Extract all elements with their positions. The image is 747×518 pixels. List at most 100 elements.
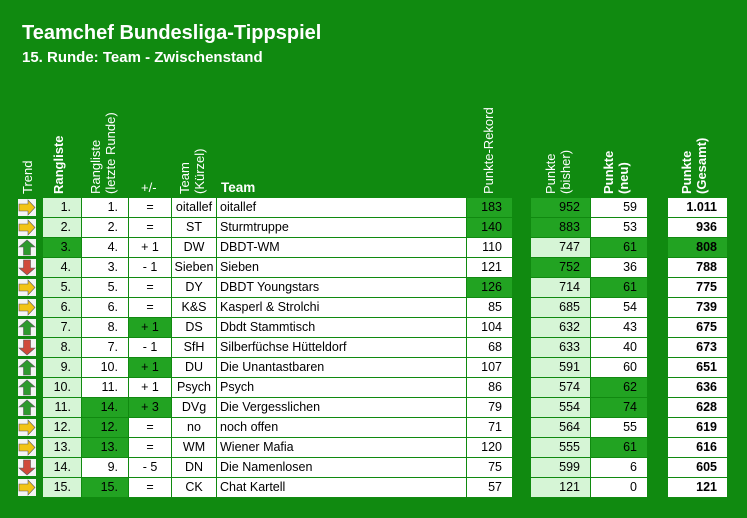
- cell-neu: 61: [591, 438, 647, 457]
- cell-team: noch offen: [217, 418, 466, 437]
- cell-rank: 6.: [43, 298, 81, 317]
- cell-rekord: 140: [467, 218, 512, 237]
- cell-pm: - 5: [129, 458, 171, 477]
- table-row: 15. 15. = CK Chat Kartell 57 121 0 121: [0, 478, 747, 497]
- cell-bisher: 752: [531, 258, 590, 277]
- cell-short: DVg: [172, 398, 216, 417]
- table-row: 13. 13. = WM Wiener Mafia 120 555 61 616: [0, 438, 747, 457]
- cell-neu: 53: [591, 218, 647, 237]
- cell-pm: =: [129, 298, 171, 317]
- header-punkte-bisher-line2: (bisher): [558, 149, 573, 194]
- header-rangliste-letzte-line1: Rangliste: [88, 139, 103, 194]
- cell-gesamt: 675: [668, 318, 727, 337]
- cell-last: 10.: [82, 358, 128, 377]
- header-punkte-bisher: Punkte (bisher): [543, 150, 573, 194]
- cell-team: DBDT Youngstars: [217, 278, 466, 297]
- cell-team: Psych: [217, 378, 466, 397]
- cell-rank: 1.: [43, 198, 81, 217]
- arrow-right-icon: [18, 299, 36, 316]
- cell-rekord: 120: [467, 438, 512, 457]
- cell-bisher: 685: [531, 298, 590, 317]
- cell-rank: 3.: [43, 238, 81, 257]
- cell-pm: =: [129, 478, 171, 497]
- cell-team: Silberfüchse Hütteldorf: [217, 338, 466, 357]
- arrow-up-icon: [18, 319, 36, 336]
- cell-neu: 74: [591, 398, 647, 417]
- arrow-up-icon: [18, 239, 36, 256]
- cell-gesamt: 775: [668, 278, 727, 297]
- table-row: 9. 10. + 1 DU Die Unantastbaren 107 591 60 651: [0, 358, 747, 377]
- cell-bisher: 747: [531, 238, 590, 257]
- cell-gesamt: 628: [668, 398, 727, 417]
- cell-last: 14.: [82, 398, 128, 417]
- cell-neu: 0: [591, 478, 647, 497]
- cell-neu: 6: [591, 458, 647, 477]
- cell-team: oitallef: [217, 198, 466, 217]
- cell-last: 4.: [82, 238, 128, 257]
- header-team-kuerzel-line2: (Kürzel): [192, 148, 207, 194]
- cell-bisher: 883: [531, 218, 590, 237]
- cell-gesamt: 619: [668, 418, 727, 437]
- cell-bisher: 599: [531, 458, 590, 477]
- cell-last: 3.: [82, 258, 128, 277]
- cell-short: DU: [172, 358, 216, 377]
- table-row: 4. 3. - 1 Sieben Sieben 121 752 36 788: [0, 258, 747, 277]
- cell-pm: =: [129, 438, 171, 457]
- cell-short: DN: [172, 458, 216, 477]
- cell-pm: =: [129, 218, 171, 237]
- cell-rank: 12.: [43, 418, 81, 437]
- table-row: 7. 8. + 1 DS Dbdt Stammtisch 104 632 43 675: [0, 318, 747, 337]
- cell-neu: 61: [591, 278, 647, 297]
- cell-team: Dbdt Stammtisch: [217, 318, 466, 337]
- cell-last: 15.: [82, 478, 128, 497]
- cell-short: SfH: [172, 338, 216, 357]
- page-subtitle: 15. Runde: Team - Zwischenstand: [22, 49, 263, 66]
- cell-gesamt: 651: [668, 358, 727, 377]
- table-row: 11. 14. + 3 DVg Die Vergesslichen 79 554 74 628: [0, 398, 747, 417]
- cell-gesamt: 673: [668, 338, 727, 357]
- header-punkte-rekord: Punkte-Rekord: [481, 107, 496, 194]
- cell-rekord: 57: [467, 478, 512, 497]
- cell-rekord: 107: [467, 358, 512, 377]
- header-punkte-gesamt: Punkte (Gesamt): [679, 138, 709, 194]
- arrow-down-icon: [18, 459, 36, 476]
- cell-rank: 10.: [43, 378, 81, 397]
- cell-short: no: [172, 418, 216, 437]
- cell-rekord: 110: [467, 238, 512, 257]
- cell-rank: 14.: [43, 458, 81, 477]
- cell-neu: 60: [591, 358, 647, 377]
- cell-last: 8.: [82, 318, 128, 337]
- table-row: 5. 5. = DY DBDT Youngstars 126 714 61 775: [0, 278, 747, 297]
- cell-neu: 59: [591, 198, 647, 217]
- arrow-up-icon: [18, 359, 36, 376]
- cell-neu: 54: [591, 298, 647, 317]
- cell-bisher: 555: [531, 438, 590, 457]
- cell-rekord: 126: [467, 278, 512, 297]
- arrow-down-icon: [18, 259, 36, 276]
- cell-last: 12.: [82, 418, 128, 437]
- cell-pm: + 1: [129, 358, 171, 377]
- cell-short: DY: [172, 278, 216, 297]
- cell-last: 9.: [82, 458, 128, 477]
- cell-last: 5.: [82, 278, 128, 297]
- header-plusminus: +/-: [141, 180, 157, 195]
- table-row: 3. 4. + 1 DW DBDT-WM 110 747 61 808: [0, 238, 747, 257]
- cell-gesamt: 616: [668, 438, 727, 457]
- cell-neu: 61: [591, 238, 647, 257]
- cell-last: 13.: [82, 438, 128, 457]
- cell-team: Chat Kartell: [217, 478, 466, 497]
- cell-pm: + 1: [129, 318, 171, 337]
- cell-pm: =: [129, 418, 171, 437]
- cell-gesamt: 1.011: [668, 198, 727, 217]
- arrow-right-icon: [18, 439, 36, 456]
- table-row: 6. 6. = K&S Kasperl & Strolchi 85 685 54 739: [0, 298, 747, 317]
- cell-short: WM: [172, 438, 216, 457]
- header-rangliste-letzte: Rangliste (letzte Runde): [88, 112, 118, 194]
- cell-rekord: 183: [467, 198, 512, 217]
- cell-rank: 15.: [43, 478, 81, 497]
- cell-bisher: 632: [531, 318, 590, 337]
- cell-gesamt: 121: [668, 478, 727, 497]
- table-row: 12. 12. = no noch offen 71 564 55 619: [0, 418, 747, 437]
- cell-neu: 62: [591, 378, 647, 397]
- cell-pm: + 1: [129, 238, 171, 257]
